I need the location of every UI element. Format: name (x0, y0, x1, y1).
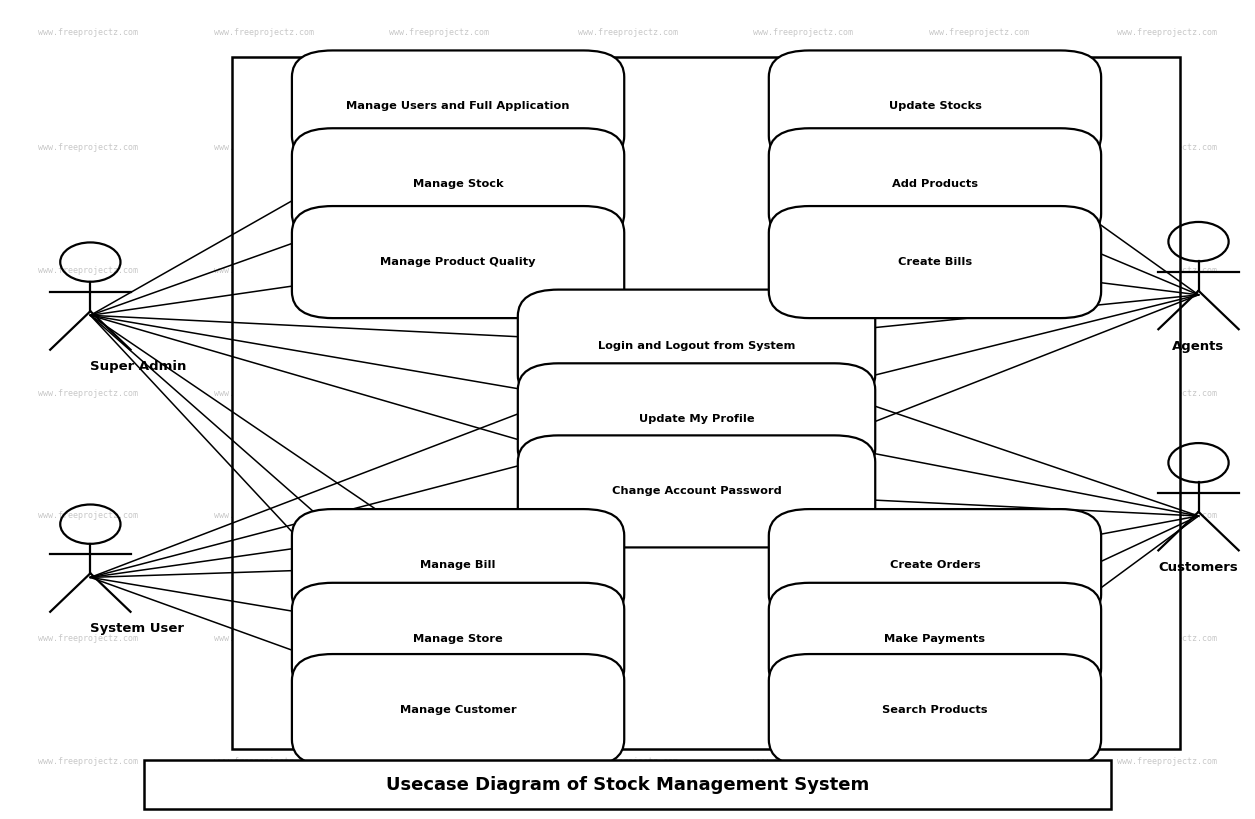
Text: www.freeprojectz.com: www.freeprojectz.com (1117, 266, 1217, 274)
Text: www.freeprojectz.com: www.freeprojectz.com (929, 29, 1029, 37)
Text: www.freeprojectz.com: www.freeprojectz.com (389, 29, 489, 37)
Text: www.freeprojectz.com: www.freeprojectz.com (753, 758, 853, 766)
Text: Login and Logout from System: Login and Logout from System (597, 341, 796, 351)
Text: www.freeprojectz.com: www.freeprojectz.com (929, 143, 1029, 152)
Text: www.freeprojectz.com: www.freeprojectz.com (38, 266, 138, 274)
FancyBboxPatch shape (292, 583, 624, 695)
Text: www.freeprojectz.com: www.freeprojectz.com (577, 266, 678, 274)
FancyBboxPatch shape (769, 583, 1101, 695)
Text: www.freeprojectz.com: www.freeprojectz.com (213, 389, 314, 397)
FancyBboxPatch shape (769, 509, 1101, 621)
Text: Manage Product Quality: Manage Product Quality (380, 257, 536, 267)
Text: www.freeprojectz.com: www.freeprojectz.com (1117, 143, 1217, 152)
Text: www.freeprojectz.com: www.freeprojectz.com (577, 29, 678, 37)
Text: www.freeprojectz.com: www.freeprojectz.com (213, 143, 314, 152)
Text: Create Bills: Create Bills (897, 257, 973, 267)
Text: www.freeprojectz.com: www.freeprojectz.com (929, 635, 1029, 643)
Text: Manage Store: Manage Store (413, 634, 503, 644)
Text: www.freeprojectz.com: www.freeprojectz.com (1117, 635, 1217, 643)
Text: Search Products: Search Products (882, 705, 988, 715)
Text: www.freeprojectz.com: www.freeprojectz.com (389, 389, 489, 397)
Text: Manage Bill: Manage Bill (420, 560, 496, 570)
Text: www.freeprojectz.com: www.freeprojectz.com (577, 389, 678, 397)
Text: Customers: Customers (1158, 561, 1239, 574)
Text: www.freeprojectz.com: www.freeprojectz.com (753, 389, 853, 397)
Text: www.freeprojectz.com: www.freeprojectz.com (753, 143, 853, 152)
Text: www.freeprojectz.com: www.freeprojectz.com (389, 635, 489, 643)
Text: www.freeprojectz.com: www.freeprojectz.com (213, 635, 314, 643)
Text: Manage Stock: Manage Stock (413, 179, 503, 189)
Text: System User: System User (90, 622, 184, 636)
Text: www.freeprojectz.com: www.freeprojectz.com (389, 758, 489, 766)
Text: www.freeprojectz.com: www.freeprojectz.com (577, 512, 678, 520)
Text: www.freeprojectz.com: www.freeprojectz.com (929, 266, 1029, 274)
Text: Update Stocks: Update Stocks (889, 102, 981, 111)
Text: www.freeprojectz.com: www.freeprojectz.com (38, 635, 138, 643)
FancyBboxPatch shape (518, 364, 875, 475)
Text: www.freeprojectz.com: www.freeprojectz.com (577, 758, 678, 766)
FancyBboxPatch shape (518, 290, 875, 401)
Text: www.freeprojectz.com: www.freeprojectz.com (38, 512, 138, 520)
Text: www.freeprojectz.com: www.freeprojectz.com (213, 758, 314, 766)
Text: Update My Profile: Update My Profile (639, 414, 754, 424)
FancyBboxPatch shape (769, 206, 1101, 318)
Text: www.freeprojectz.com: www.freeprojectz.com (38, 758, 138, 766)
FancyBboxPatch shape (292, 509, 624, 621)
Text: www.freeprojectz.com: www.freeprojectz.com (577, 143, 678, 152)
Text: www.freeprojectz.com: www.freeprojectz.com (1117, 758, 1217, 766)
Text: www.freeprojectz.com: www.freeprojectz.com (929, 512, 1029, 520)
Text: www.freeprojectz.com: www.freeprojectz.com (389, 143, 489, 152)
Text: www.freeprojectz.com: www.freeprojectz.com (389, 266, 489, 274)
Text: www.freeprojectz.com: www.freeprojectz.com (213, 29, 314, 37)
Text: www.freeprojectz.com: www.freeprojectz.com (929, 389, 1029, 397)
FancyBboxPatch shape (769, 51, 1101, 162)
Text: www.freeprojectz.com: www.freeprojectz.com (753, 266, 853, 274)
Text: Agents: Agents (1172, 340, 1225, 353)
Text: www.freeprojectz.com: www.freeprojectz.com (213, 266, 314, 274)
FancyBboxPatch shape (292, 654, 624, 766)
Text: Change Account Password: Change Account Password (611, 486, 782, 496)
Text: www.freeprojectz.com: www.freeprojectz.com (38, 29, 138, 37)
Text: www.freeprojectz.com: www.freeprojectz.com (38, 389, 138, 397)
Text: www.freeprojectz.com: www.freeprojectz.com (753, 512, 853, 520)
Text: Super Admin: Super Admin (90, 360, 187, 373)
Text: Make Payments: Make Payments (885, 634, 985, 644)
Text: www.freeprojectz.com: www.freeprojectz.com (1117, 512, 1217, 520)
Text: Usecase Diagram of Stock Management System: Usecase Diagram of Stock Management Syst… (385, 776, 870, 794)
Text: www.freeprojectz.com: www.freeprojectz.com (38, 143, 138, 152)
FancyBboxPatch shape (292, 206, 624, 318)
Text: www.freeprojectz.com: www.freeprojectz.com (753, 635, 853, 643)
Text: Create Orders: Create Orders (890, 560, 980, 570)
Text: www.freeprojectz.com: www.freeprojectz.com (389, 512, 489, 520)
FancyBboxPatch shape (232, 57, 1180, 749)
Text: www.freeprojectz.com: www.freeprojectz.com (753, 29, 853, 37)
Text: www.freeprojectz.com: www.freeprojectz.com (577, 635, 678, 643)
FancyBboxPatch shape (769, 654, 1101, 766)
Text: www.freeprojectz.com: www.freeprojectz.com (929, 758, 1029, 766)
Text: www.freeprojectz.com: www.freeprojectz.com (1117, 389, 1217, 397)
FancyBboxPatch shape (292, 129, 624, 240)
Text: www.freeprojectz.com: www.freeprojectz.com (213, 512, 314, 520)
Text: Manage Users and Full Application: Manage Users and Full Application (346, 102, 570, 111)
Text: Manage Customer: Manage Customer (400, 705, 516, 715)
FancyBboxPatch shape (769, 129, 1101, 240)
FancyBboxPatch shape (518, 436, 875, 547)
Text: Add Products: Add Products (892, 179, 978, 189)
FancyBboxPatch shape (292, 51, 624, 162)
Text: www.freeprojectz.com: www.freeprojectz.com (1117, 29, 1217, 37)
FancyBboxPatch shape (144, 760, 1111, 809)
